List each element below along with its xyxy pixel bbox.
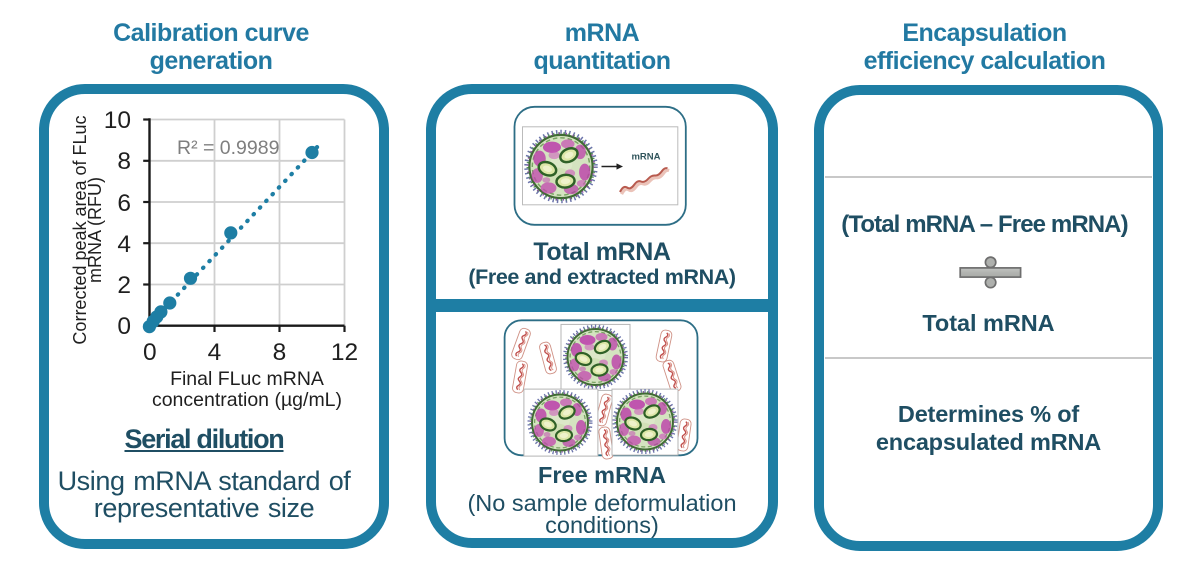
svg-text:mRNA: mRNA xyxy=(631,152,660,163)
